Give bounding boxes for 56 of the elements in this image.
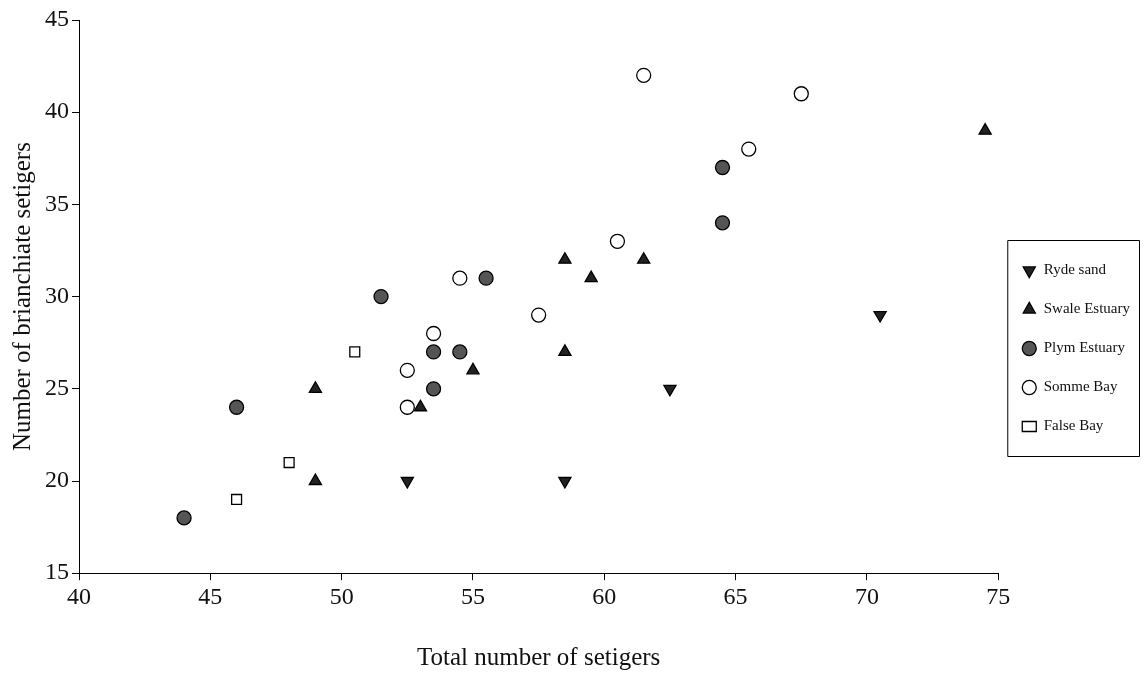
point: [413, 399, 428, 412]
x-tick-label: 75: [986, 582, 1011, 609]
point: [425, 344, 442, 360]
point: [793, 86, 809, 102]
point: [228, 399, 245, 415]
x-tick-label: 50: [329, 582, 354, 609]
point: [349, 346, 361, 358]
point: [230, 493, 243, 506]
point: [873, 310, 887, 323]
point: [425, 381, 442, 397]
point: [283, 456, 295, 469]
point: [714, 159, 731, 176]
point: [399, 399, 415, 415]
point: [609, 233, 626, 249]
point: [400, 476, 415, 489]
point: [466, 362, 480, 375]
point: [584, 270, 598, 283]
point: [176, 510, 192, 526]
point: [741, 141, 757, 157]
x-tick-label: 70: [854, 582, 879, 609]
point: [399, 362, 415, 379]
legend-label: Plym Estuary: [1043, 339, 1126, 356]
y-axis-title: Number of brianchiate setigers: [7, 142, 35, 452]
point: [373, 288, 389, 305]
point: [558, 476, 572, 489]
point: [308, 381, 323, 393]
point: [714, 215, 731, 231]
y-tick-label: 20: [45, 466, 69, 493]
y-tick-label: 45: [45, 5, 69, 32]
point: [308, 473, 323, 486]
point: [558, 252, 572, 264]
x-tick-label: 60: [592, 582, 617, 609]
y-tick-label: 30: [45, 281, 69, 308]
x-tick-label: 55: [460, 582, 485, 609]
legend-label: Somme Bay: [1043, 378, 1119, 395]
y-tick-label: 40: [45, 97, 69, 124]
point: [530, 307, 547, 323]
y-tick-label: 15: [45, 558, 69, 585]
point: [636, 67, 652, 83]
x-tick-label: 65: [723, 582, 748, 609]
y-tick-label: 35: [45, 189, 69, 216]
legend-label: Ryde sand: [1043, 261, 1107, 278]
point: [452, 344, 468, 360]
x-tick-label: 45: [198, 582, 223, 609]
legend-label: False Bay: [1043, 417, 1104, 434]
point: [425, 325, 442, 342]
y-tick-label: 25: [45, 374, 69, 401]
point: [558, 344, 572, 357]
point: [663, 384, 677, 397]
legend-label: Swale Estuary: [1043, 300, 1131, 317]
x-axis-title: Total number of setigers: [416, 642, 661, 670]
point: [636, 252, 651, 264]
x-tick-label: 40: [67, 582, 91, 609]
point: [978, 122, 992, 135]
point: [452, 270, 468, 286]
point: [478, 270, 494, 286]
